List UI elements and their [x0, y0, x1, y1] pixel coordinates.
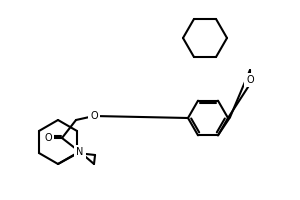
Text: O: O [246, 75, 254, 85]
Text: N: N [76, 147, 84, 157]
Text: O: O [44, 133, 52, 143]
Text: O: O [90, 111, 98, 121]
